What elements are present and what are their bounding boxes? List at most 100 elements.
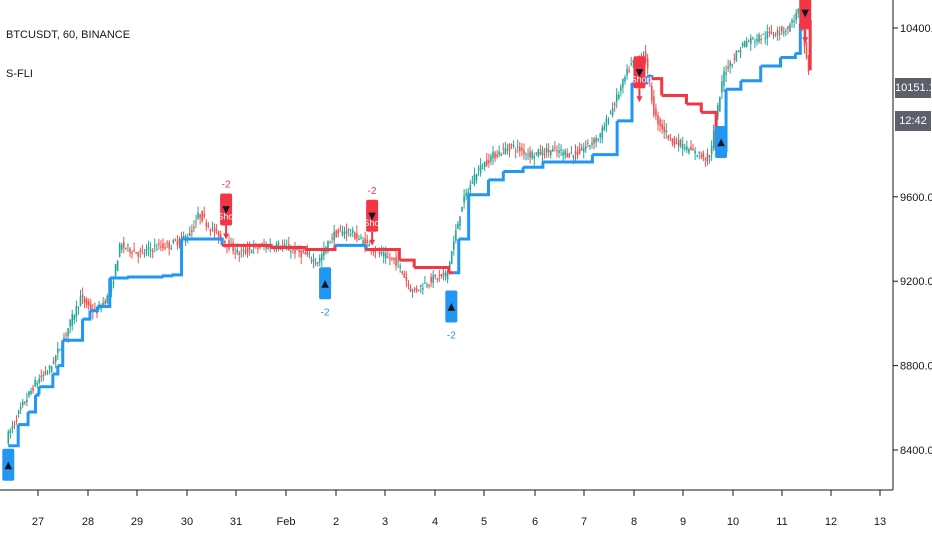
candle-body <box>653 96 655 115</box>
candle-body <box>547 149 550 153</box>
candle-body <box>246 247 249 253</box>
stop-line-segment <box>562 154 594 164</box>
candle-body <box>281 245 284 247</box>
candle-body <box>737 51 740 53</box>
candle-body <box>793 21 795 23</box>
signal-arrowhead <box>369 239 376 246</box>
stop-line-segment <box>488 171 505 182</box>
candle-body <box>591 142 593 145</box>
x-tick-label: 9 <box>680 516 686 528</box>
candle-body <box>560 149 562 151</box>
signal-arrowhead <box>223 233 230 240</box>
candle-body <box>153 245 156 247</box>
candle-body <box>145 249 148 252</box>
candle-body <box>104 300 107 305</box>
price-axis-ticks[interactable]: 10400.00 9600.00 9200.00 8800.00 8400.00 <box>893 23 932 457</box>
candle-body <box>562 152 564 156</box>
stop-line-segment <box>795 23 802 55</box>
candle-body <box>595 138 597 143</box>
candle-body <box>176 241 179 246</box>
stop-line-segment <box>109 276 129 280</box>
x-tick-label: 30 <box>181 516 193 528</box>
signal-badge <box>715 125 728 158</box>
candle-body <box>125 247 127 249</box>
candle-body <box>686 146 688 150</box>
candle-body <box>178 239 181 244</box>
candle-body <box>745 41 748 47</box>
candle-body <box>399 265 401 268</box>
candle-body <box>483 161 486 168</box>
candle-body <box>688 149 690 153</box>
x-tick-label: 11 <box>776 516 787 528</box>
candle-body <box>481 167 484 169</box>
candle-body <box>677 139 680 147</box>
candle-body <box>96 311 98 314</box>
long-signal-marker[interactable]: ▲ -2 <box>445 290 458 342</box>
candle-body <box>778 33 781 35</box>
candle-body <box>316 262 319 264</box>
symbol-title[interactable]: BTCUSDT, 60, BINANCE <box>6 29 131 41</box>
candle-body <box>378 251 381 255</box>
stop-line-segment <box>82 310 92 321</box>
signal-badge <box>366 199 379 232</box>
candle-body <box>323 248 325 256</box>
stop-line-segment <box>62 319 85 342</box>
short-signal-marker[interactable]: ▼ -2 Short <box>363 186 385 246</box>
candle-body <box>17 410 20 414</box>
candle-body <box>306 251 309 255</box>
y-tick-label: 10400.00 <box>900 23 932 35</box>
stop-line-segment <box>364 244 368 250</box>
candle-body <box>374 251 377 253</box>
candle-body <box>554 146 556 148</box>
stop-line-segment <box>399 258 416 268</box>
x-tick-label: 28 <box>82 516 94 528</box>
candle-body <box>721 81 723 93</box>
long-signal-marker[interactable]: ▲ -2 <box>319 267 332 318</box>
candle-body <box>504 148 507 154</box>
candle-body <box>131 252 133 254</box>
candle-body <box>613 103 616 106</box>
x-tick-label: 2 <box>333 516 339 528</box>
stop-line-segment <box>335 243 367 247</box>
candle-body <box>133 249 135 252</box>
candle-body <box>566 153 569 158</box>
candle-body <box>754 41 756 43</box>
short-signal-marker[interactable]: ▼Short <box>631 56 653 103</box>
candle-body <box>434 275 437 277</box>
candle-body <box>646 58 649 69</box>
indicator-label[interactable]: S-FLI <box>6 68 33 80</box>
candle-body <box>114 264 117 276</box>
short-signal-marker[interactable]: ▼ -2 Short <box>217 179 239 240</box>
candle-body <box>240 250 243 252</box>
candle-body <box>366 239 368 244</box>
candle-body <box>300 250 302 257</box>
candle-body <box>789 24 791 32</box>
candle-body <box>234 252 236 254</box>
long-signal-marker[interactable]: ▲ <box>715 125 728 158</box>
bull-icon: ▲ <box>4 460 12 471</box>
time-axis-ticks[interactable]: 27 28 29 30 31 Feb 2 3 4 5 6 7 8 9 10 11 12 13 <box>32 490 886 528</box>
x-tick-label: 31 <box>230 516 242 528</box>
candle-body <box>669 134 672 136</box>
candle-body <box>438 275 441 277</box>
stop-line-segment <box>16 424 20 448</box>
candle-body <box>135 252 137 254</box>
candle-body <box>267 245 269 250</box>
bear-icon: ▼ <box>801 8 809 19</box>
candle-body <box>143 252 146 254</box>
candle-body <box>450 251 453 264</box>
candle-body <box>59 348 61 350</box>
candle-body <box>593 138 595 144</box>
candle-body <box>599 133 602 138</box>
candle-body <box>420 284 422 287</box>
candle-body <box>455 230 457 241</box>
candle-body <box>609 112 612 114</box>
short-signal-marker[interactable]: ▼ <box>799 0 812 44</box>
candle-body <box>805 42 808 58</box>
long-signal-marker[interactable]: ▲ <box>2 448 15 481</box>
candle-body <box>391 257 393 259</box>
candle-body <box>651 85 653 101</box>
